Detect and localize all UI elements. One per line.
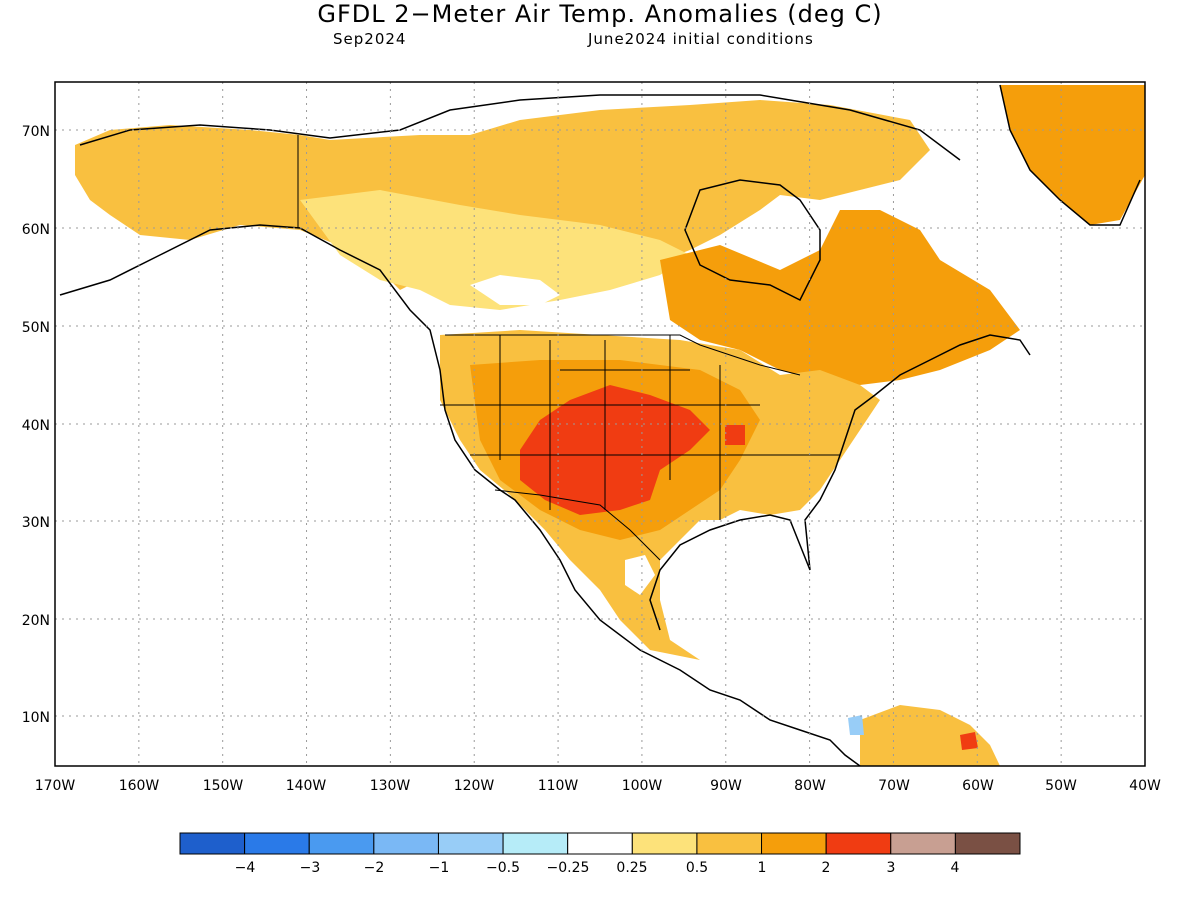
colorbar-swatch [373,832,439,855]
map-shading [75,85,1145,766]
region-sa-hot [960,732,978,750]
lon-label: 60W [962,778,994,794]
colorbar-swatch [502,832,569,855]
colorbar-label: 4 [951,860,960,876]
lon-label: 50W [1045,778,1077,794]
region-mexico-white [625,555,655,595]
map-title: GFDL 2−Meter Air Temp. Anomalies (deg C) [317,0,883,28]
lon-label: 80W [794,778,826,794]
lon-label: 130W [370,778,411,794]
border-us-mexico [494,489,661,561]
coastline-gulf [649,334,1031,631]
colorbar-label: −4 [235,860,256,876]
graticule [55,82,1145,766]
colorbar-label: −1 [429,860,450,876]
border-states [440,335,840,520]
lon-label: 40W [1129,778,1161,794]
map-frame [54,81,1146,767]
colorbar-label: 1 [758,860,767,876]
lat-label: 10N [22,710,50,726]
lat-label: 20N [22,613,50,629]
colorbar-label: 0.25 [616,860,647,876]
lat-label: 70N [22,124,50,140]
region-alaska [75,100,930,290]
lon-label: 100W [622,778,663,794]
lon-label: 120W [454,778,495,794]
region-south-america [860,705,1000,766]
colorbar-swatch [308,832,375,855]
lat-label: 40N [22,418,50,434]
lon-label: 70W [878,778,910,794]
region-east-canada [660,210,1020,385]
colorbar-label: 3 [887,860,896,876]
colorbar [179,832,1021,855]
colorbar-labels: −4 −3 −2 −1 −0.5 −0.25 0.25 0.5 1 2 3 4 [235,860,960,876]
colorbar-swatch [825,832,892,855]
lon-label: 140W [286,778,327,794]
colorbar-swatch [890,832,956,855]
lon-label: 170W [35,778,76,794]
initial-conditions: June2024 initial conditions [588,30,814,48]
borders [297,135,840,561]
lon-label: 160W [119,778,160,794]
colorbar-swatch [567,832,633,855]
colorbar-label: −2 [364,860,385,876]
colorbar-swatch [244,832,310,855]
forecast-month: Sep2024 [333,30,407,48]
coastline-north-america [59,224,861,766]
border-us-canada [445,334,801,376]
lon-axis: 170W 160W 150W 140W 130W 120W 110W 100W … [35,778,1161,794]
region-greenland [1000,85,1145,225]
colorbar-label: 0.5 [686,860,708,876]
region-cool-spot [848,715,864,735]
colorbar-swatch [631,832,698,855]
lon-label: 110W [538,778,579,794]
colorbar-swatch [696,832,763,855]
coastline-arctic [79,94,961,161]
lon-label: 150W [203,778,244,794]
coastline-greenland [999,84,1141,226]
colorbar-swatch [954,832,1021,855]
region-canada-white [470,275,560,305]
lat-label: 30N [22,515,50,531]
colorbar-swatch [437,832,504,855]
lat-label: 50N [22,320,50,336]
region-ohio-hot [725,425,745,445]
coastlines [59,84,1141,766]
colorbar-label: −3 [300,860,321,876]
colorbar-swatch [761,832,827,855]
lat-axis: 70N 60N 50N 40N 30N 20N 10N [22,124,50,726]
lon-label: 90W [710,778,742,794]
colorbar-label: −0.5 [486,860,520,876]
colorbar-label: 2 [822,860,831,876]
colorbar-swatch [179,832,246,855]
lat-label: 60N [22,222,50,238]
colorbar-label: −0.25 [547,860,590,876]
region-canada-light [300,190,690,310]
region-southwest-hot [520,385,710,515]
